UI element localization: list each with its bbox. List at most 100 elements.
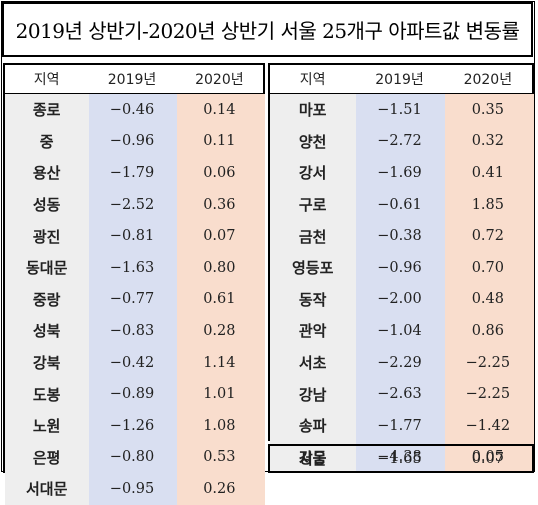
- row-2019: −0.38: [377, 228, 422, 245]
- table-row: 노원 −1.26 1.08: [5, 410, 263, 442]
- row-2019: −0.77: [109, 291, 155, 308]
- header-region: 지역: [33, 72, 60, 88]
- header-region: 지역: [299, 72, 326, 88]
- right-header-row: 지역 2019년 2020년: [270, 65, 532, 94]
- row-region: 금천: [298, 227, 327, 246]
- y2020-column-bg: [177, 94, 265, 505]
- header-2019: 2019년: [375, 72, 424, 88]
- table-row: 중 −0.96 0.11: [5, 126, 263, 158]
- row-2019: −2.00: [377, 291, 422, 308]
- row-2019: −1.69: [377, 164, 422, 181]
- total-2020: 0.07: [471, 450, 504, 467]
- row-region: 노원: [32, 417, 61, 436]
- table-row: 동대문 −1.63 0.80: [5, 252, 263, 284]
- row-2019: −1.26: [109, 417, 155, 434]
- row-region: 종로: [32, 101, 61, 120]
- table-row: 동작 −2.00 0.48: [270, 284, 532, 316]
- row-region: 강북: [32, 354, 61, 373]
- header-2020: 2020년: [195, 72, 244, 88]
- left-header-row: 지역 2019년 2020년: [5, 65, 263, 94]
- row-2019: −2.29: [377, 354, 422, 371]
- row-region: 송파: [298, 417, 327, 436]
- row-2019: −4.38: [377, 449, 422, 466]
- row-2019: −1.04: [377, 322, 422, 339]
- left-rows: 종로 −0.46 0.14 중 −0.96 0.11 용산 −1.79 0.06 성동 −2.52 0…: [5, 94, 265, 505]
- row-region: 중: [39, 132, 54, 151]
- row-2019: −0.81: [109, 228, 155, 245]
- row-2020: 1.01: [203, 386, 236, 403]
- row-2020: 0.41: [471, 164, 504, 181]
- region-column-bg: [5, 94, 89, 505]
- row-2019: −0.96: [377, 259, 422, 276]
- row-region: 강동: [298, 448, 327, 467]
- row-2020: 0.70: [471, 259, 504, 276]
- row-2020: 1.85: [471, 196, 504, 213]
- region-column-bg: [270, 94, 356, 474]
- table-row: 도봉 −0.89 1.01: [5, 378, 263, 410]
- row-region: 양천: [298, 132, 327, 151]
- row-2020: 0.14: [203, 101, 236, 118]
- row-2019: −0.46: [109, 101, 155, 118]
- table-row: 강서 −1.69 0.41: [270, 157, 532, 189]
- table-row: 서초 −2.29 −2.25: [270, 347, 532, 379]
- row-region: 성북: [32, 322, 61, 341]
- table-row: 성북 −0.83 0.28: [5, 315, 263, 347]
- table-row: 중랑 −0.77 0.61: [5, 284, 263, 316]
- row-2020: −1.42: [465, 417, 511, 434]
- row-2020: 0.72: [471, 228, 504, 245]
- row-2019: −0.42: [109, 354, 155, 371]
- row-2019: −2.63: [377, 386, 422, 403]
- table-row: 강동 −4.38 0.05: [270, 442, 532, 474]
- table-row: 은평 −0.80 0.53: [5, 442, 263, 474]
- row-2019: −1.63: [109, 259, 155, 276]
- row-2020: 0.48: [471, 291, 504, 308]
- row-2019: −1.77: [377, 417, 422, 434]
- y2019-column-bg: [356, 94, 445, 474]
- row-region: 성동: [32, 196, 61, 215]
- row-2019: −0.61: [377, 196, 422, 213]
- table-row: 영등포 −0.96 0.70: [270, 252, 532, 284]
- row-region: 강남: [298, 385, 327, 404]
- row-2020: −2.25: [465, 354, 511, 371]
- row-2020: 0.35: [471, 101, 504, 118]
- row-region: 서대문: [25, 480, 68, 499]
- row-2020: 0.36: [203, 196, 236, 213]
- table-row: 구로 −0.61 1.85: [270, 189, 532, 221]
- row-2019: −0.96: [109, 133, 155, 150]
- table-row: 광진 −0.81 0.07: [5, 220, 263, 252]
- row-2020: 1.14: [203, 354, 236, 371]
- row-2020: 0.28: [203, 322, 236, 339]
- row-2020: 0.26: [203, 480, 236, 497]
- row-2020: 0.06: [203, 164, 236, 181]
- row-2019: −1.51: [377, 101, 422, 118]
- table-row: 강북 −0.42 1.14: [5, 347, 263, 379]
- row-region: 용산: [32, 164, 61, 183]
- y2020-column-bg: [445, 94, 534, 474]
- row-region: 동대문: [25, 259, 68, 278]
- table-row: 마포 −1.51 0.35: [270, 94, 532, 126]
- row-region: 서초: [298, 354, 327, 373]
- row-region: 마포: [298, 101, 327, 120]
- total-region: 서울: [298, 450, 327, 468]
- row-region: 영등포: [291, 259, 334, 278]
- row-2019: −1.79: [109, 164, 155, 181]
- row-2020: 0.80: [203, 259, 236, 276]
- table-row: 용산 −1.79 0.06: [5, 157, 263, 189]
- row-2019: −0.83: [109, 322, 155, 339]
- row-region: 동작: [298, 290, 327, 309]
- row-region: 중랑: [32, 290, 61, 309]
- row-2020: 0.86: [471, 322, 504, 339]
- row-2020: −2.25: [465, 386, 511, 403]
- row-region: 광진: [32, 227, 61, 246]
- row-2020: 0.11: [203, 133, 236, 150]
- row-2020: 0.32: [471, 133, 504, 150]
- y2019-column-bg: [89, 94, 177, 505]
- table-row: 송파 −1.77 −1.42: [270, 410, 532, 442]
- table-row: 강남 −2.63 −2.25: [270, 378, 532, 410]
- row-region: 관악: [298, 322, 327, 341]
- row-2020: 0.07: [203, 228, 236, 245]
- row-2019: −2.52: [109, 196, 155, 213]
- table-row: 관악 −1.04 0.86: [270, 315, 532, 347]
- table-row: 서대문 −0.95 0.26: [5, 473, 263, 505]
- right-table: 지역 2019년 2020년 마포 −1.51 0.35 양천 −2.72 0.32 강서 −…: [268, 63, 534, 474]
